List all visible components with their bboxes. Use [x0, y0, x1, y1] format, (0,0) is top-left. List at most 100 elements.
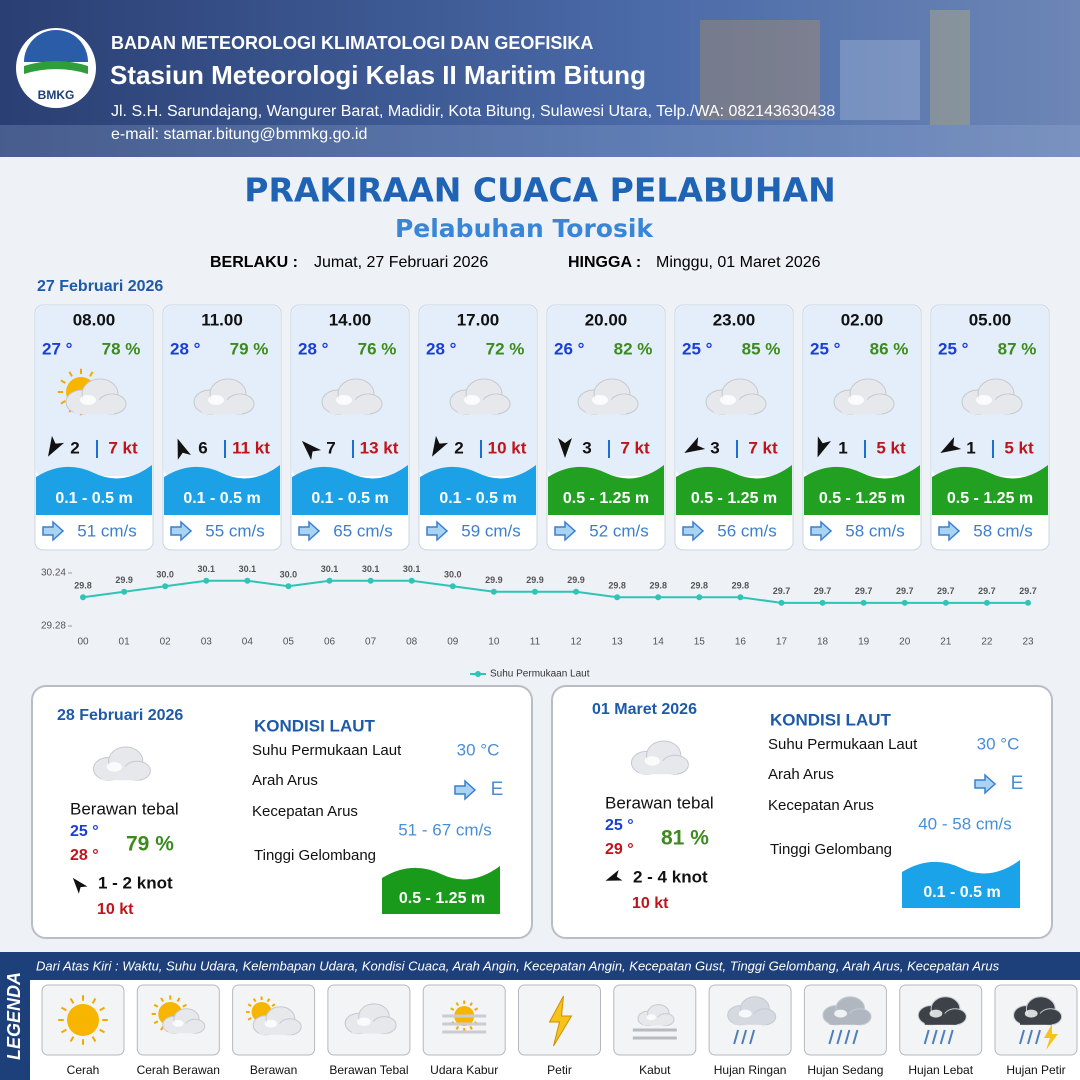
sst-value-label: 29.7 [896, 586, 914, 596]
sun-ray [89, 371, 94, 377]
x-tick-label: 16 [735, 637, 747, 648]
sst-point [244, 577, 251, 584]
sst-value-label: 29.7 [855, 586, 873, 596]
x-tick-label: 10 [488, 637, 500, 648]
forecast-wave: 0.5 - 1.25 m [819, 490, 905, 507]
sun-ray [68, 371, 73, 377]
outlook-wind: 1 - 2 knot [98, 873, 173, 892]
sun-ray [469, 1002, 473, 1007]
wave-band [292, 465, 408, 515]
forecast-time: 14.00 [329, 310, 372, 329]
sst-line [82, 579, 1028, 604]
sun-ray [99, 1006, 105, 1012]
forecast-time: 11.00 [201, 310, 243, 329]
forecast-current: 58 cm/s [845, 521, 905, 540]
sst-point [449, 583, 456, 590]
sst-label: Suhu Permukaan Laut [252, 742, 402, 759]
wave-band [676, 465, 792, 515]
forecast-current: 65 cm/s [333, 521, 393, 540]
forecast-wave: 0.5 - 1.25 m [947, 490, 1033, 507]
sst-point [326, 577, 333, 584]
forecast-time: 17.00 [457, 310, 500, 329]
rain-drop [844, 1029, 851, 1045]
x-tick-label: 19 [858, 637, 870, 648]
sst-value-label: 29.7 [773, 586, 791, 596]
cloud-shine [264, 1019, 278, 1028]
wind-arrow [684, 436, 706, 453]
x-tick-label: 15 [694, 637, 706, 648]
forecast-humidity: 76 % [358, 339, 397, 358]
forecast-wave: 0.1 - 0.5 m [311, 490, 388, 507]
sst-point [614, 594, 621, 601]
forecast-wind: 7 [326, 438, 335, 457]
outlook-gust: 10 kt [632, 895, 669, 912]
sst-point [531, 588, 538, 595]
outlook-temp-min: 25 ° [70, 823, 99, 840]
agency: BADAN METEOROLOGI KLIMATOLOGI DAN GEOFIS… [111, 33, 593, 53]
cloud-shine [720, 395, 736, 405]
legend-side [0, 952, 30, 1080]
forecast-humidity: 78 % [102, 339, 141, 358]
forecast-current: 51 cm/s [77, 521, 137, 540]
wave-band [804, 465, 920, 515]
forecast-temperature: 27 ° [42, 339, 73, 358]
outlook-humidity: 81 % [661, 827, 709, 850]
cloud-shine [357, 1017, 371, 1026]
current-arrow [938, 520, 961, 542]
cloud-base [259, 1023, 292, 1035]
forecast-wind: 6 [198, 438, 207, 457]
logo-text: BMKG [38, 88, 75, 102]
cloud-shine [208, 395, 224, 405]
cloud-shine [929, 1009, 943, 1018]
x-tick-label: 03 [201, 637, 213, 648]
legend-item-label: Berawan Tebal [329, 1063, 408, 1077]
sst-value-label: 30.1 [321, 564, 339, 574]
cloud-icon [1013, 996, 1063, 1026]
sst-point [778, 599, 785, 606]
cloud-icon [449, 378, 511, 415]
outlook-condition: Berawan tebal [605, 793, 714, 812]
forecast-gust: 7 kt [108, 438, 138, 457]
forecast-current: 59 cm/s [461, 521, 521, 540]
forecast-gust: 5 kt [876, 438, 906, 457]
x-tick-label: 05 [283, 637, 295, 648]
cloud-shine [172, 1019, 184, 1027]
cloud-icon [833, 378, 895, 415]
lightning [548, 995, 573, 1047]
wave-label: Tinggi Gelombang [770, 841, 892, 858]
rain-drop [741, 1029, 748, 1045]
email: e-mail: stamar.bitung@bmmkg.go.id [111, 126, 367, 143]
rain-drop [1019, 1029, 1025, 1045]
forecast-humidity: 72 % [486, 339, 525, 358]
forecast-humidity: 82 % [614, 339, 653, 358]
sst-value: 30 °C [457, 740, 500, 759]
current-arrow [170, 520, 193, 542]
sun-ray [474, 1007, 479, 1011]
outlook-temp-max: 28 ° [70, 847, 99, 864]
wind-arrow [301, 440, 322, 461]
header-decoration [0, 10, 1080, 157]
outlook-wave-band [902, 860, 1020, 908]
sun-ray [247, 1017, 252, 1021]
forecast-gust: 7 kt [620, 438, 650, 457]
header-banner [0, 0, 1080, 157]
forecast-gust: 5 kt [1004, 438, 1034, 457]
wind-arrow [177, 438, 191, 460]
cloud-shine [336, 395, 352, 405]
forecast-current: 52 cm/s [589, 521, 649, 540]
current-arrow [454, 779, 477, 801]
wave-band [36, 465, 152, 515]
sun-ray [153, 1003, 159, 1008]
sun-icon [58, 995, 108, 1045]
x-tick-label: 22 [981, 637, 993, 648]
logo-band [24, 61, 88, 74]
cloud-icon [961, 378, 1023, 415]
cloud-icon [65, 378, 127, 415]
rain-drop [923, 1029, 930, 1045]
cloud-base [168, 1023, 197, 1034]
sun-ray [182, 1003, 187, 1008]
cloud-shine [80, 395, 96, 405]
forecast-temperature: 25 ° [938, 339, 969, 358]
sst-value-label: 30.0 [444, 570, 462, 580]
rain-drop [939, 1029, 946, 1045]
